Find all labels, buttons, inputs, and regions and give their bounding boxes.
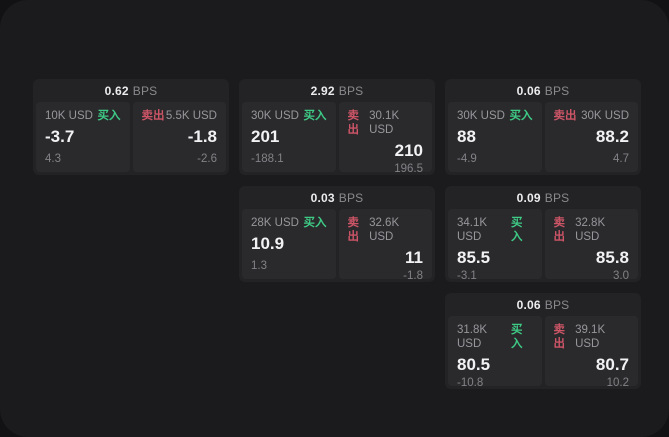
bps-header: 0.03 BPS bbox=[242, 186, 432, 209]
bps-value: 0.03 bbox=[310, 190, 335, 205]
bps-unit-label: BPS bbox=[338, 83, 364, 98]
quote-card: 2.92 BPS 30K USD 买入 201 -188.1 卖出 30.1K … bbox=[239, 79, 435, 175]
bps-header: 0.09 BPS bbox=[448, 186, 638, 209]
sell-amount: 5.5K USD bbox=[165, 110, 217, 122]
quote-card: 0.62 BPS 10K USD 买入 -3.7 4.3 卖出 5.5K USD bbox=[33, 79, 229, 175]
bps-header: 0.06 BPS bbox=[448, 293, 638, 316]
buy-label: 买入 bbox=[303, 110, 327, 122]
sell-label: 卖出 bbox=[553, 324, 566, 350]
sell-sub-value: -2.6 bbox=[197, 153, 217, 165]
buy-price: 88 bbox=[457, 127, 476, 146]
bps-header: 0.62 BPS bbox=[36, 79, 226, 102]
buy-cell[interactable]: 28K USD 买入 10.9 1.3 bbox=[242, 209, 336, 279]
sell-cell[interactable]: 卖出 32.6K USD 11 -1.8 bbox=[338, 209, 432, 282]
buy-sub-value: -4.9 bbox=[457, 153, 477, 165]
buy-price: 201 bbox=[251, 127, 280, 146]
quote-cards-grid: 0.62 BPS 10K USD 买入 -3.7 4.3 卖出 5.5K USD bbox=[33, 79, 641, 389]
sell-price: 11 bbox=[405, 248, 423, 267]
sell-cell[interactable]: 卖出 32.8K USD 85.8 3.0 bbox=[544, 209, 638, 282]
bps-header: 2.92 BPS bbox=[242, 79, 432, 102]
buy-price: -3.7 bbox=[45, 127, 75, 146]
sell-sub-value: 3.0 bbox=[613, 270, 629, 282]
sell-price: 80.7 bbox=[595, 355, 629, 374]
bps-header: 0.06 BPS bbox=[448, 79, 638, 102]
sell-label: 卖出 bbox=[141, 110, 165, 122]
sell-amount: 32.8K USD bbox=[575, 217, 606, 243]
buy-amount: 31.8K USD bbox=[457, 324, 488, 350]
sell-cell[interactable]: 卖出 5.5K USD -1.8 -2.6 bbox=[132, 102, 226, 172]
buy-cell[interactable]: 30K USD 买入 201 -188.1 bbox=[242, 102, 336, 172]
bps-unit-label: BPS bbox=[544, 190, 570, 205]
buy-sub-value: 4.3 bbox=[45, 153, 61, 165]
sell-sub-value: 10.2 bbox=[606, 377, 629, 389]
quote-card: 0.09 BPS 34.1K USD 买入 85.5 -3.1 卖出 32.8K… bbox=[445, 186, 641, 282]
buy-cell[interactable]: 31.8K USD 买入 80.5 -10.8 bbox=[448, 316, 542, 389]
buy-label: 买入 bbox=[303, 217, 327, 229]
buy-amount: 30K USD bbox=[457, 110, 505, 122]
bps-value: 0.62 bbox=[104, 83, 129, 98]
sell-label: 卖出 bbox=[553, 110, 577, 122]
sell-price: 85.8 bbox=[595, 248, 629, 267]
bps-unit-label: BPS bbox=[544, 297, 570, 312]
sell-label: 卖出 bbox=[347, 217, 360, 243]
sell-amount: 30.1K USD bbox=[369, 110, 400, 136]
quote-card: 0.03 BPS 28K USD 买入 10.9 1.3 卖出 32.6K US… bbox=[239, 186, 435, 282]
sell-cell[interactable]: 卖出 30.1K USD 210 196.5 bbox=[338, 102, 432, 175]
quote-card: 0.06 BPS 31.8K USD 买入 80.5 -10.8 卖出 39.1… bbox=[445, 293, 641, 389]
sell-price: -1.8 bbox=[187, 127, 217, 146]
buy-cell[interactable]: 34.1K USD 买入 85.5 -3.1 bbox=[448, 209, 542, 282]
sell-amount: 32.6K USD bbox=[369, 217, 400, 243]
sell-sub-value: -1.8 bbox=[403, 270, 423, 282]
bps-unit-label: BPS bbox=[338, 190, 364, 205]
bps-value: 2.92 bbox=[310, 83, 335, 98]
sell-amount: 30K USD bbox=[581, 110, 629, 122]
buy-sub-value: -10.8 bbox=[457, 377, 484, 389]
sell-sub-value: 4.7 bbox=[613, 153, 629, 165]
bps-unit-label: BPS bbox=[544, 83, 570, 98]
buy-cell[interactable]: 30K USD 买入 88 -4.9 bbox=[448, 102, 542, 172]
buy-amount: 34.1K USD bbox=[457, 217, 488, 243]
buy-amount: 10K USD bbox=[45, 110, 93, 122]
sell-price: 88.2 bbox=[595, 127, 629, 146]
bps-value: 0.06 bbox=[516, 297, 541, 312]
buy-price: 10.9 bbox=[251, 234, 285, 253]
sell-label: 卖出 bbox=[347, 110, 360, 136]
bps-value: 0.09 bbox=[516, 190, 541, 205]
quote-card: 0.06 BPS 30K USD 买入 88 -4.9 卖出 30K USD bbox=[445, 79, 641, 175]
sell-price: 210 bbox=[394, 141, 423, 160]
sell-cell[interactable]: 卖出 30K USD 88.2 4.7 bbox=[544, 102, 638, 172]
buy-cell[interactable]: 10K USD 买入 -3.7 4.3 bbox=[36, 102, 130, 172]
buy-sub-value: -188.1 bbox=[251, 153, 284, 165]
sell-label: 卖出 bbox=[553, 217, 566, 243]
buy-sub-value: -3.1 bbox=[457, 270, 477, 282]
sell-cell[interactable]: 卖出 39.1K USD 80.7 10.2 bbox=[544, 316, 638, 389]
sell-amount: 39.1K USD bbox=[575, 324, 606, 350]
buy-label: 买入 bbox=[97, 110, 121, 122]
buy-price: 85.5 bbox=[457, 248, 491, 267]
buy-amount: 30K USD bbox=[251, 110, 299, 122]
buy-amount: 28K USD bbox=[251, 217, 299, 229]
buy-label: 买入 bbox=[510, 217, 523, 243]
sell-sub-value: 196.5 bbox=[394, 163, 423, 175]
bps-unit-label: BPS bbox=[132, 83, 158, 98]
buy-label: 买入 bbox=[510, 324, 523, 350]
buy-sub-value: 1.3 bbox=[251, 260, 267, 272]
buy-price: 80.5 bbox=[457, 355, 491, 374]
bps-value: 0.06 bbox=[516, 83, 541, 98]
buy-label: 买入 bbox=[509, 110, 533, 122]
